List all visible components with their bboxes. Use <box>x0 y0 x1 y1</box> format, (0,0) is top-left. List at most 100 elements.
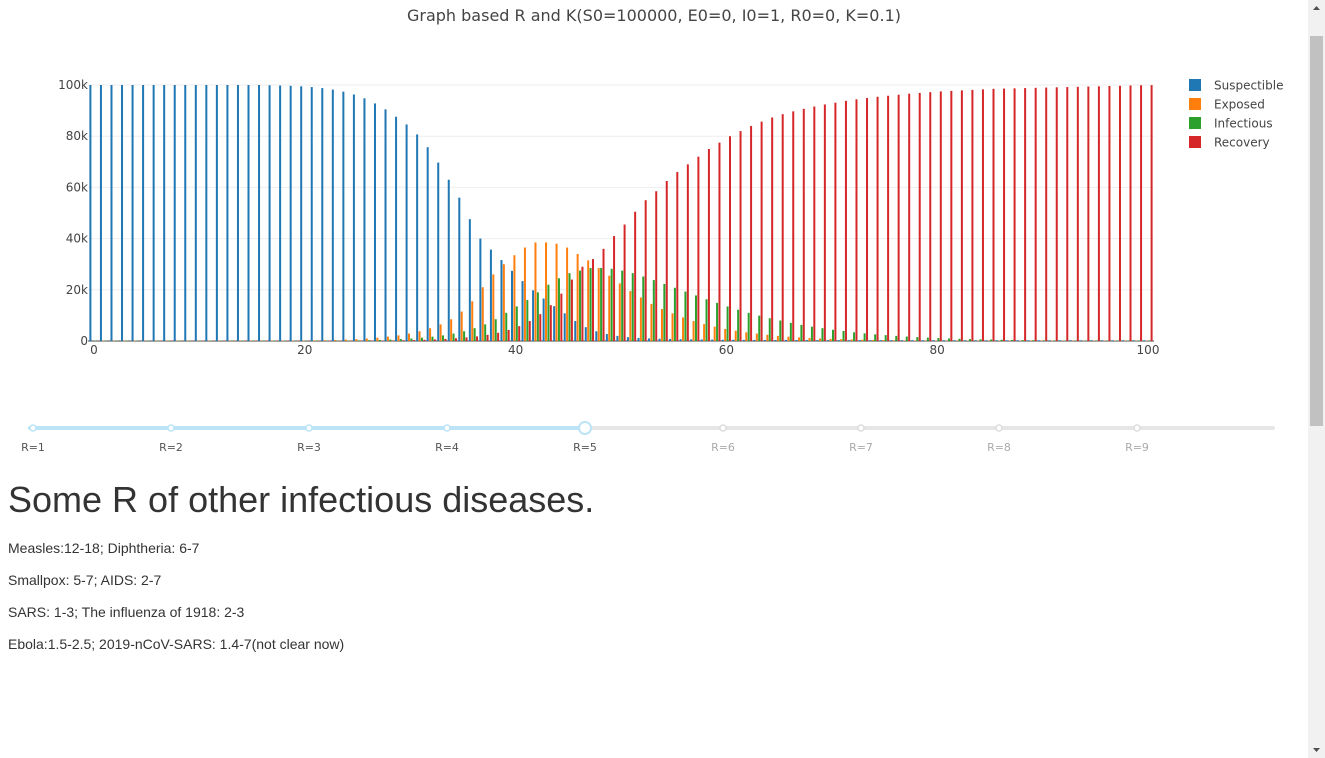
bar[interactable] <box>420 337 423 341</box>
slider-handle[interactable] <box>578 421 592 435</box>
bar[interactable] <box>373 103 376 341</box>
bar[interactable] <box>905 336 908 341</box>
bar[interactable] <box>1059 340 1062 341</box>
bar[interactable] <box>513 255 516 341</box>
bar[interactable] <box>848 340 851 341</box>
bar[interactable] <box>497 332 500 341</box>
scroll-thumb[interactable] <box>1310 36 1323 426</box>
slider-step-dot[interactable] <box>29 424 37 432</box>
bar[interactable] <box>858 340 861 341</box>
bar[interactable] <box>454 338 457 341</box>
legend-item[interactable]: Suspectible <box>1189 79 1283 93</box>
bar[interactable] <box>642 276 645 341</box>
bar[interactable] <box>827 340 830 341</box>
slider-step-label[interactable]: R=3 <box>297 441 321 454</box>
bar[interactable] <box>964 340 967 341</box>
bar[interactable] <box>785 340 788 341</box>
bar[interactable] <box>553 306 556 341</box>
bar[interactable] <box>521 281 524 341</box>
bar[interactable] <box>739 131 742 341</box>
bar[interactable] <box>705 299 708 341</box>
bar[interactable] <box>737 309 740 341</box>
bar[interactable] <box>616 335 619 341</box>
bar[interactable] <box>539 314 542 341</box>
bar[interactable] <box>797 337 800 341</box>
bar[interactable] <box>890 340 893 341</box>
bar[interactable] <box>682 317 685 341</box>
bar[interactable] <box>861 339 864 341</box>
bar[interactable] <box>602 248 605 341</box>
bar[interactable] <box>866 98 869 341</box>
bar[interactable] <box>929 92 932 341</box>
bar[interactable] <box>734 330 737 341</box>
bar[interactable] <box>981 89 984 342</box>
bar[interactable] <box>716 302 719 341</box>
bar[interactable] <box>173 85 176 341</box>
bar[interactable] <box>755 333 758 341</box>
bar[interactable] <box>732 339 735 341</box>
bar[interactable] <box>1143 340 1146 341</box>
bar[interactable] <box>943 340 946 341</box>
bar[interactable] <box>247 85 250 341</box>
bar[interactable] <box>163 85 166 341</box>
bar[interactable] <box>121 85 124 341</box>
bar[interactable] <box>1132 340 1135 341</box>
bar[interactable] <box>985 340 988 341</box>
bar[interactable] <box>405 124 408 341</box>
bar[interactable] <box>787 336 790 341</box>
bar[interactable] <box>566 247 569 341</box>
series-exposed[interactable] <box>102 242 1148 341</box>
bar[interactable] <box>823 104 826 342</box>
bar[interactable] <box>473 328 476 341</box>
bar[interactable] <box>837 340 840 341</box>
bar[interactable] <box>802 108 805 341</box>
bar[interactable] <box>937 338 940 341</box>
bar[interactable] <box>1024 88 1027 342</box>
bar[interactable] <box>518 326 521 341</box>
bar[interactable] <box>152 85 155 341</box>
bar[interactable] <box>547 284 550 341</box>
bar[interactable] <box>458 197 461 341</box>
bar[interactable] <box>718 142 721 341</box>
bar[interactable] <box>692 321 695 341</box>
bar[interactable] <box>313 340 316 341</box>
bar[interactable] <box>410 338 413 341</box>
bar[interactable] <box>1129 85 1132 342</box>
bar[interactable] <box>697 156 700 341</box>
bar[interactable] <box>450 319 453 341</box>
bar[interactable] <box>707 149 710 341</box>
bar[interactable] <box>184 85 187 341</box>
bar[interactable] <box>760 121 763 341</box>
bar[interactable] <box>429 328 432 341</box>
bar[interactable] <box>595 331 598 341</box>
bar[interactable] <box>205 85 208 341</box>
bar[interactable] <box>386 336 389 341</box>
bar[interactable] <box>342 91 345 341</box>
bar[interactable] <box>1066 87 1069 341</box>
bar[interactable] <box>589 268 592 341</box>
bar[interactable] <box>771 117 774 342</box>
bar[interactable] <box>813 106 816 341</box>
bar[interactable] <box>528 321 531 341</box>
bar[interactable] <box>969 339 972 341</box>
bar[interactable] <box>476 336 479 341</box>
bar[interactable] <box>684 291 687 341</box>
bar[interactable] <box>378 339 381 341</box>
bar[interactable] <box>874 334 877 341</box>
bar[interactable] <box>489 249 492 341</box>
bar[interactable] <box>344 339 347 341</box>
bar[interactable] <box>431 336 434 341</box>
bar[interactable] <box>418 331 421 341</box>
bar[interactable] <box>660 309 663 341</box>
bar[interactable] <box>850 339 853 341</box>
bar[interactable] <box>895 335 898 341</box>
legend-item[interactable]: Exposed <box>1189 98 1265 112</box>
bar[interactable] <box>669 338 672 341</box>
bar[interactable] <box>1140 85 1143 341</box>
bar[interactable] <box>365 338 368 341</box>
bar[interactable] <box>618 283 621 341</box>
bar[interactable] <box>1122 340 1125 341</box>
bar[interactable] <box>584 327 587 341</box>
bar[interactable] <box>903 340 906 341</box>
series-infectious[interactable] <box>94 268 1151 341</box>
